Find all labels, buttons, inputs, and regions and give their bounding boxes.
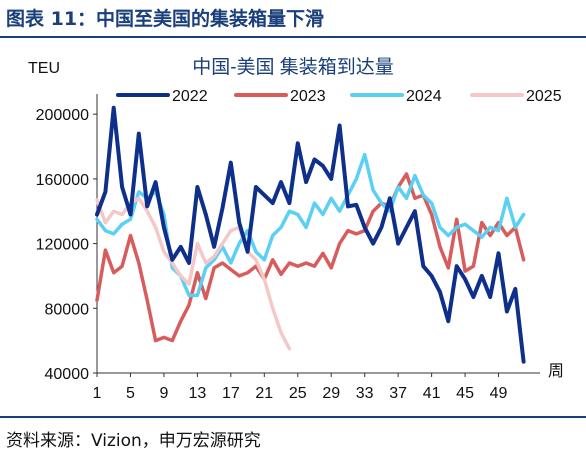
x-tick-label: 17 xyxy=(222,385,240,402)
x-axis-label: 周 xyxy=(548,363,564,380)
source-divider xyxy=(0,416,586,418)
x-tick-label: 33 xyxy=(356,385,374,402)
chart-title: 中国-美国 集装箱到达量 xyxy=(192,56,394,78)
x-tick-label: 49 xyxy=(490,385,508,402)
x-tick-label: 5 xyxy=(126,385,135,402)
x-tick-label: 21 xyxy=(255,385,273,402)
legend-label-2023: 2023 xyxy=(290,88,326,105)
x-tick-label: 13 xyxy=(188,385,206,402)
x-tick-label: 37 xyxy=(389,385,407,402)
x-tick-label: 1 xyxy=(93,385,102,402)
series-line-2022 xyxy=(95,105,526,364)
x-tick-label: 45 xyxy=(456,385,474,402)
x-tick-label: 29 xyxy=(322,385,340,402)
series-line-2023 xyxy=(95,172,526,343)
y-tick-label: 80000 xyxy=(45,301,90,318)
x-tick-label: 25 xyxy=(289,385,307,402)
y-tick-label: 120000 xyxy=(36,237,89,254)
source-note: 资料来源：Vizion，申万宏源研究 xyxy=(6,431,261,451)
x-tick-label: 41 xyxy=(423,385,441,402)
legend-label-2025: 2025 xyxy=(526,88,562,105)
y-tick-label: 160000 xyxy=(36,172,89,189)
y-tick-label: 40000 xyxy=(45,366,90,383)
x-tick-label: 9 xyxy=(159,385,168,402)
legend-label-2024: 2024 xyxy=(406,88,442,105)
figure-title: 图表 11：中国至美国的集装箱量下滑 xyxy=(6,8,325,30)
legend-label-2022: 2022 xyxy=(172,88,208,105)
y-tick-label: 200000 xyxy=(36,107,89,124)
y-axis-label: TEU xyxy=(28,60,60,77)
container-arrival-chart: 40000 80000 120000 160000 200000 1 5 9 13 17 21 25 2… xyxy=(28,56,564,402)
title-divider xyxy=(0,36,586,38)
